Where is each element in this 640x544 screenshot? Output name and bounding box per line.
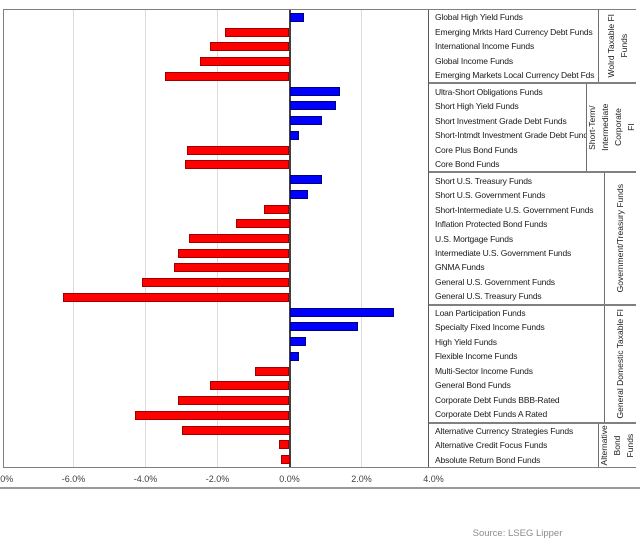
bar <box>289 86 340 96</box>
x-tick-label: 2.0% <box>351 474 372 484</box>
fund-label: Short U.S. Treasury Funds <box>435 175 532 186</box>
fund-label: International Income Funds <box>435 41 535 52</box>
gridline <box>73 10 74 467</box>
bar <box>280 455 290 465</box>
bar <box>289 307 394 317</box>
group-label: Alternative Bond Funds <box>599 425 635 466</box>
fund-label: Global Income Funds <box>435 55 513 66</box>
bar <box>210 381 290 391</box>
x-tick-label: 0.0% <box>279 474 300 484</box>
fund-label: Short-Intermediate U.S. Government Funds <box>435 204 594 215</box>
category-label-panel: Global High Yield Funds Emerging Mrkts Ha… <box>428 10 636 468</box>
bar <box>185 160 290 170</box>
bar <box>177 396 290 406</box>
group-box: Alternative Currency Strategies Funds Alt… <box>429 421 636 468</box>
fund-label: Alternative Credit Focus Funds <box>435 440 548 451</box>
fund-label: Short Investment Grade Debt Funds <box>435 115 567 126</box>
fund-name-column: Alternative Currency Strategies Funds Alt… <box>429 424 598 467</box>
fund-label: Absolute Return Bond Funds <box>435 454 541 465</box>
bar <box>289 322 358 332</box>
fund-label: Intermediate U.S. Government Funds <box>435 247 572 258</box>
bar <box>181 425 290 435</box>
fund-label: Emerging Markets Local Currency Debt Fds <box>435 70 595 81</box>
bar <box>278 440 290 450</box>
group-label: Government/Treasury Funds <box>615 184 625 293</box>
bar <box>289 351 299 361</box>
fund-label: General U.S. Government Funds <box>435 276 555 287</box>
bar <box>177 248 290 258</box>
fund-label: Global High Yield Funds <box>435 12 523 23</box>
bar <box>289 337 306 347</box>
group-label-cell: General Domestic Taxable FI <box>604 305 636 422</box>
zero-line <box>288 10 291 467</box>
fund-label: Core Plus Bond Funds <box>435 144 518 155</box>
group-label: Short-Term/ Intermediate Corporate FI <box>586 104 636 152</box>
fund-name-column: Loan Participation Funds Specialty Fixed … <box>429 306 604 422</box>
fund-label: Ultra-Short Obligations Funds <box>435 86 543 97</box>
fund-label: Inflation Protected Bond Funds <box>435 219 548 230</box>
source-caption: Source: LSEG Lipper <box>472 528 563 539</box>
bar <box>188 234 290 243</box>
fund-label: Multi-Sector Income Funds <box>435 365 533 376</box>
x-tick-label: -2.0% <box>205 474 230 484</box>
bar <box>289 116 322 126</box>
fund-label: Corporate Debt Funds BBB-Rated <box>435 394 560 405</box>
x-tick-label: -4.0% <box>133 474 158 484</box>
group-label: General Domestic Taxable FI <box>615 308 625 419</box>
bar <box>289 189 308 199</box>
fund-label: Short-Intmdt Investment Grade Debt Funds <box>435 130 586 141</box>
group-box: Short U.S. Treasury Funds Short U.S. Gove… <box>429 171 636 304</box>
fund-label: Core Bond Funds <box>435 159 500 170</box>
x-tick-label: -6.0% <box>61 474 86 484</box>
bar <box>210 42 290 52</box>
fund-label: Loan Participation Funds <box>435 307 526 318</box>
fund-name-column: Short U.S. Treasury Funds Short U.S. Gove… <box>429 173 604 303</box>
fund-label: High Yield Funds <box>435 336 497 347</box>
bars-layer <box>4 10 635 467</box>
fund-label: General Bond Funds <box>435 380 511 391</box>
bar <box>235 219 290 229</box>
group-box: Loan Participation Funds Specialty Fixed … <box>429 303 636 422</box>
gridline <box>145 10 146 467</box>
bar <box>289 12 304 22</box>
fund-label: Alternative Currency Strategies Funds <box>435 425 574 436</box>
bar <box>289 101 337 111</box>
fund-label: U.S. Mortgage Funds <box>435 233 513 244</box>
group-label-cell: Government/Treasury Funds <box>604 173 636 304</box>
fund-label: Emerging Mrkts Hard Currency Debt Funds <box>435 26 593 37</box>
bar <box>199 57 290 67</box>
fund-name-column: Global High Yield Funds Emerging Mrkts Ha… <box>429 10 598 82</box>
bar <box>134 410 290 420</box>
bottom-divider-line <box>0 487 640 489</box>
plot-frame: Global High Yield Funds Emerging Mrkts Ha… <box>3 9 636 468</box>
bar <box>264 204 290 214</box>
group-label-cell: Wolrd Taxable FI Funds <box>598 10 636 83</box>
bar <box>289 175 322 185</box>
fund-label: Flexible Income Funds <box>435 351 518 362</box>
fund-label: Corporate Debt Funds A Rated <box>435 409 548 420</box>
gridline <box>361 10 362 467</box>
x-tick-label: 4.0% <box>423 474 444 484</box>
fund-label: Short U.S. Government Funds <box>435 190 546 201</box>
bar <box>289 130 299 140</box>
group-label-cell: Alternative Bond Funds <box>598 423 636 468</box>
bar <box>224 27 290 37</box>
bar <box>186 145 290 155</box>
fund-label: Specialty Fixed Income Funds <box>435 322 545 333</box>
fund-label: Short High Yield Funds <box>435 101 519 112</box>
bar <box>62 292 290 302</box>
bar <box>255 366 290 376</box>
bar <box>174 263 290 273</box>
fund-name-column: Ultra-Short Obligations Funds Short High … <box>429 84 586 171</box>
group-label: Wolrd Taxable FI Funds <box>605 14 629 78</box>
x-tick-label: -8.0% <box>0 474 14 484</box>
group-box: Global High Yield Funds Emerging Mrkts Ha… <box>429 10 636 83</box>
fund-label: GNMA Funds <box>435 262 485 273</box>
group-box: Ultra-Short Obligations Funds Short High … <box>429 82 636 172</box>
bar <box>141 278 290 288</box>
group-label-cell: Short-Term/ Intermediate Corporate FI <box>586 84 636 172</box>
fund-label: General U.S. Treasury Funds <box>435 291 542 302</box>
bar <box>165 71 290 81</box>
